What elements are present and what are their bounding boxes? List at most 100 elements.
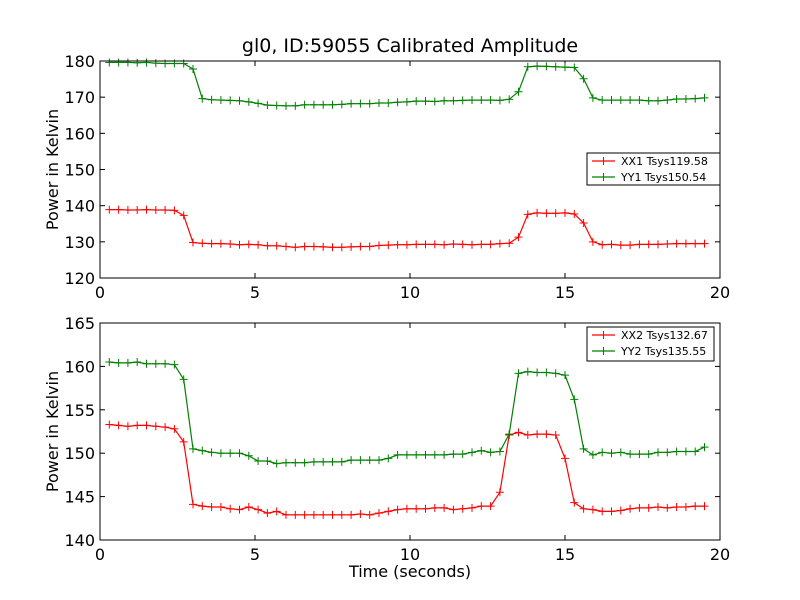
data-point-bottom-2 — [644, 450, 653, 459]
data-point-top-2 — [672, 94, 681, 103]
data-point-bottom-1 — [551, 430, 560, 439]
data-point-top-2 — [505, 95, 514, 104]
data-point-top-1 — [514, 233, 523, 242]
data-point-top-2 — [523, 62, 532, 71]
data-point-bottom-2 — [300, 458, 309, 467]
y-tick-label-bottom: 150 — [64, 444, 95, 463]
data-point-bottom-2 — [123, 358, 132, 367]
series-bottom-1 — [105, 420, 709, 519]
data-point-bottom-2 — [561, 371, 569, 380]
data-point-top-2 — [226, 96, 235, 105]
data-point-top-1 — [216, 239, 225, 248]
data-point-top-2 — [598, 96, 607, 105]
data-point-top-2 — [198, 94, 207, 103]
data-point-bottom-2 — [263, 457, 272, 466]
data-point-bottom-1 — [309, 510, 318, 519]
data-point-top-2 — [607, 96, 616, 105]
data-point-top-1 — [607, 240, 616, 249]
x-tick-label-top: 10 — [400, 283, 420, 302]
data-point-bottom-1 — [691, 502, 700, 511]
data-point-top-2 — [579, 74, 588, 83]
data-point-top-1 — [356, 242, 365, 251]
data-point-top-2 — [356, 99, 365, 108]
data-point-bottom-2 — [468, 448, 476, 457]
data-point-top-1 — [663, 240, 672, 249]
data-point-top-2 — [114, 58, 123, 67]
data-point-top-2 — [272, 101, 281, 110]
x-tick-label-bottom: 20 — [710, 545, 730, 564]
data-point-bottom-2 — [672, 447, 681, 456]
data-point-bottom-2 — [337, 457, 346, 466]
data-point-bottom-2 — [495, 447, 504, 456]
data-point-bottom-2 — [598, 448, 607, 457]
data-point-bottom-1 — [216, 503, 225, 512]
data-point-top-1 — [300, 242, 309, 251]
data-point-top-1 — [365, 242, 374, 251]
data-point-top-2 — [309, 100, 318, 109]
legend-marker-top-1 — [599, 157, 608, 165]
data-point-top-1 — [170, 206, 179, 215]
data-point-bottom-1 — [607, 507, 616, 516]
data-point-bottom-1 — [235, 505, 244, 514]
x-axis-label: Time (seconds) — [348, 562, 471, 581]
data-point-bottom-2 — [282, 458, 290, 467]
chart-title: gl0, ID:59055 Calibrated Amplitude — [242, 35, 578, 57]
legend-bottom: XX2 Tsys132.67 YY2 Tsys135.55 — [586, 326, 715, 362]
data-point-top-2 — [347, 99, 356, 108]
data-point-top-1 — [495, 239, 504, 248]
data-point-bottom-2 — [533, 368, 542, 377]
data-point-bottom-2 — [151, 359, 160, 368]
data-point-top-2 — [681, 94, 690, 103]
data-point-top-2 — [189, 64, 197, 73]
data-point-bottom-1 — [282, 510, 290, 519]
data-point-bottom-1 — [626, 504, 635, 513]
series-bottom-2 — [105, 358, 709, 468]
data-point-bottom-2 — [179, 375, 188, 384]
data-point-bottom-2 — [505, 430, 514, 439]
data-point-bottom-2 — [170, 360, 179, 369]
data-point-bottom-2 — [486, 448, 495, 457]
data-point-bottom-1 — [458, 504, 467, 513]
y-tick-label-bottom: 160 — [64, 357, 95, 376]
data-point-bottom-2 — [551, 369, 560, 378]
y-tick-label-top: 170 — [64, 88, 95, 107]
data-point-top-1 — [681, 239, 690, 248]
data-point-bottom-1 — [161, 423, 170, 432]
data-point-top-2 — [691, 94, 700, 103]
data-point-bottom-1 — [105, 420, 114, 429]
data-point-top-1 — [635, 240, 644, 249]
data-point-bottom-2 — [393, 450, 402, 459]
legend-marker-bottom-1 — [599, 331, 608, 339]
data-point-bottom-1 — [700, 502, 709, 511]
data-point-top-1 — [570, 209, 579, 218]
data-point-bottom-1 — [198, 502, 207, 511]
data-point-bottom-2 — [477, 446, 486, 455]
data-point-top-1 — [672, 239, 681, 248]
data-point-bottom-1 — [644, 503, 653, 512]
data-point-bottom-1 — [179, 437, 188, 446]
data-point-top-1 — [449, 240, 458, 249]
x-tick-label-bottom: 5 — [250, 545, 260, 564]
data-point-bottom-2 — [440, 450, 449, 459]
data-point-top-2 — [514, 87, 523, 96]
data-point-top-1 — [179, 211, 188, 220]
data-point-top-2 — [384, 98, 393, 107]
data-point-bottom-1 — [170, 424, 179, 433]
data-point-top-1 — [244, 240, 253, 249]
data-point-bottom-1 — [663, 503, 672, 512]
data-point-top-2 — [663, 96, 672, 105]
data-point-top-2 — [216, 96, 225, 105]
data-point-top-2 — [542, 62, 551, 71]
data-point-bottom-2 — [328, 457, 337, 466]
data-point-top-2 — [495, 96, 504, 105]
data-point-top-1 — [458, 240, 467, 249]
data-point-bottom-1 — [635, 503, 644, 512]
data-point-bottom-1 — [421, 504, 430, 513]
data-point-bottom-1 — [151, 422, 160, 431]
data-point-bottom-1 — [319, 510, 328, 519]
data-point-top-1 — [561, 208, 569, 217]
data-point-bottom-1 — [579, 504, 588, 513]
legend-label-top-1: XX1 Tsys119.58 — [621, 155, 708, 168]
data-point-top-1 — [272, 241, 281, 250]
data-point-top-1 — [691, 239, 700, 248]
